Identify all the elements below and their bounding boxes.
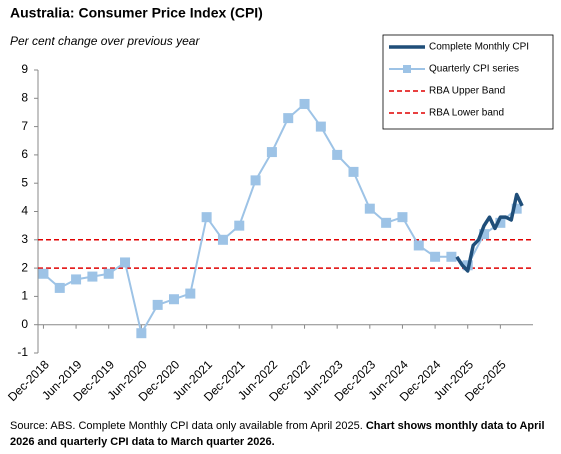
point-marker	[217, 234, 228, 245]
series-line	[455, 192, 524, 273]
y-tick-label: 3	[21, 232, 28, 246]
point-marker	[495, 217, 506, 228]
point-marker	[168, 294, 179, 305]
footnote-text: Source: ABS. Complete Monthly CPI data o…	[10, 420, 363, 432]
point-marker	[250, 175, 261, 186]
point-marker	[283, 113, 294, 124]
legend-swatch-marker	[403, 65, 411, 73]
chart: Australia: Consumer Price Index (CPI) Pe…	[5, 5, 554, 404]
series-line	[42, 102, 518, 335]
y-tick-label: 6	[21, 147, 28, 161]
y-tick-label: 5	[21, 175, 28, 189]
point-marker	[413, 240, 424, 251]
y-tick-label: 2	[21, 260, 28, 274]
point-marker	[479, 229, 490, 240]
point-marker	[103, 268, 114, 279]
point-marker	[185, 288, 196, 299]
legend-label: RBA Upper Band	[429, 86, 505, 97]
legend-box	[382, 34, 554, 130]
point-marker	[364, 203, 375, 214]
legend-label: RBA Lower band	[429, 108, 504, 119]
point-marker	[266, 147, 277, 158]
y-tick-label: 9	[21, 62, 28, 76]
point-marker	[299, 98, 310, 109]
point-marker	[136, 328, 147, 339]
y-tick-label: 0	[21, 317, 28, 331]
point-marker	[511, 203, 522, 214]
point-marker	[332, 149, 343, 160]
point-marker	[234, 220, 245, 231]
point-marker	[397, 212, 408, 223]
point-marker	[201, 212, 212, 223]
chart-subtitle: Per cent change over previous year	[10, 34, 200, 48]
point-marker	[38, 268, 49, 279]
y-tick-label: 4	[21, 204, 28, 218]
legend-label: Quarterly CPI series	[429, 64, 519, 75]
point-marker	[87, 271, 98, 282]
point-marker	[71, 274, 82, 285]
point-marker	[430, 251, 441, 262]
point-marker	[446, 251, 457, 262]
y-tick-label: -1	[17, 345, 28, 359]
point-marker	[381, 217, 392, 228]
point-marker	[315, 121, 326, 132]
point-marker	[348, 166, 359, 177]
point-marker	[120, 257, 131, 268]
y-tick-label: 8	[21, 90, 28, 104]
footnote: Source: ABS. Complete Monthly CPI data o…	[10, 418, 555, 450]
point-marker	[152, 299, 163, 310]
y-tick-label: 1	[21, 289, 28, 303]
y-tick-label: 7	[21, 119, 28, 133]
legend-label: Complete Monthly CPI	[429, 42, 529, 53]
legend: Complete Monthly CPI Quarterly CPI series…	[382, 34, 554, 130]
chart-title: Australia: Consumer Price Index (CPI)	[10, 5, 263, 21]
point-marker	[54, 282, 65, 293]
footnote-bold: Chart shows monthly data to April 2026 a…	[10, 420, 545, 448]
